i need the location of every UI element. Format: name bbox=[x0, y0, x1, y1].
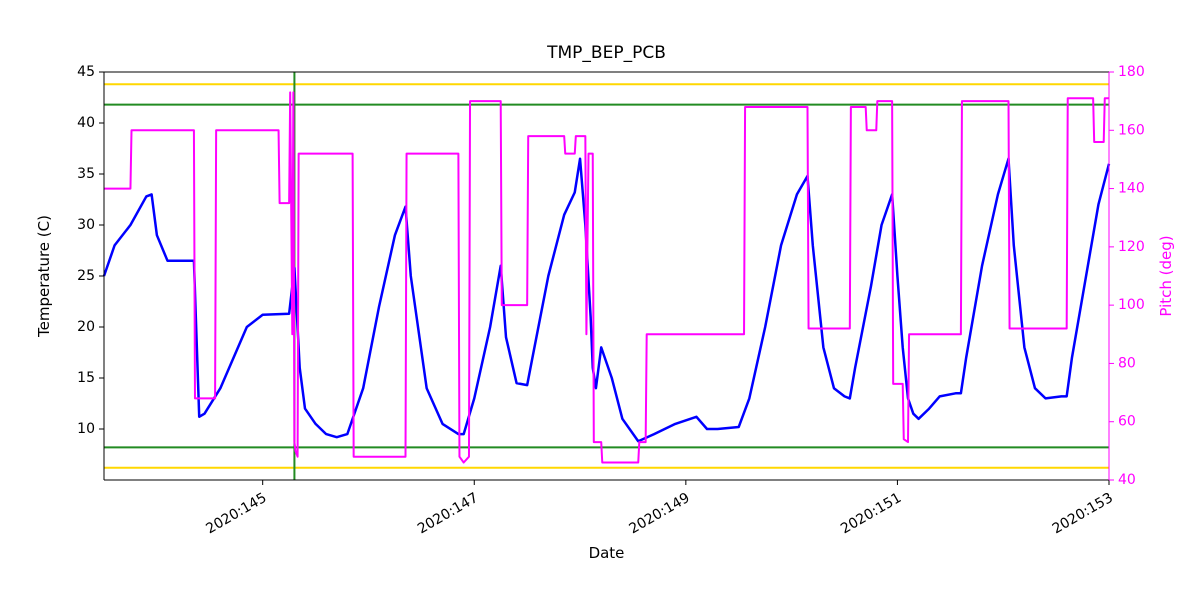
x-axis-label: Date bbox=[589, 544, 625, 562]
ytick-right-label: 100 bbox=[1118, 297, 1145, 313]
ytick-left-label: 45 bbox=[77, 64, 95, 80]
chart-svg: 2020:145 2020:147 2020:149 2020:151 2020:153… bbox=[0, 0, 1200, 600]
ytick-left-label: 15 bbox=[77, 370, 95, 386]
xtick-label: 2020:151 bbox=[838, 490, 904, 537]
ytick-right-label: 120 bbox=[1118, 239, 1145, 255]
chart-title: TMP_BEP_PCB bbox=[546, 43, 666, 63]
ytick-right-label: 40 bbox=[1118, 472, 1136, 488]
ytick-left-label: 35 bbox=[77, 166, 95, 182]
xtick-label: 2020:153 bbox=[1050, 490, 1116, 537]
ytick-right-label: 180 bbox=[1118, 64, 1145, 80]
ytick-left-label: 25 bbox=[77, 268, 95, 284]
xtick-label: 2020:149 bbox=[627, 490, 693, 537]
ytick-right-label: 140 bbox=[1118, 181, 1145, 197]
ytick-left-label: 10 bbox=[77, 421, 95, 437]
ytick-right-label: 80 bbox=[1118, 355, 1136, 371]
ytick-right-label: 60 bbox=[1118, 414, 1136, 430]
y-axis-right-label: Pitch (deg) bbox=[1157, 235, 1175, 316]
y-axis-left-label: Temperature (C) bbox=[35, 215, 53, 338]
ytick-right-label: 160 bbox=[1118, 122, 1145, 138]
xtick-label: 2020:147 bbox=[415, 490, 481, 537]
ytick-left-label: 20 bbox=[77, 319, 95, 335]
ytick-left-label: 40 bbox=[77, 115, 95, 131]
plot-area bbox=[104, 72, 1109, 480]
ytick-left-label: 30 bbox=[77, 217, 95, 233]
xtick-label: 2020:145 bbox=[203, 490, 269, 537]
